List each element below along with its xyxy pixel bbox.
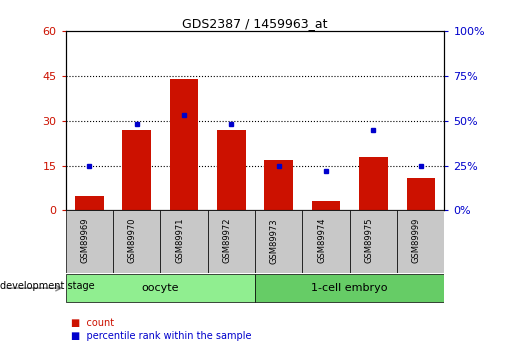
Text: GSM89972: GSM89972: [222, 218, 231, 263]
Bar: [66, 274, 255, 302]
Bar: [255, 274, 444, 302]
Bar: [312, 201, 340, 210]
Text: ■  count: ■ count: [71, 318, 114, 327]
Bar: [349, 210, 397, 273]
Text: GSM89975: GSM89975: [365, 218, 373, 263]
Text: GSM89973: GSM89973: [270, 218, 279, 264]
Text: GSM89970: GSM89970: [128, 218, 137, 263]
Text: oocyte: oocyte: [141, 283, 179, 293]
Bar: [66, 210, 113, 273]
Bar: [170, 79, 198, 210]
Bar: [208, 210, 255, 273]
Text: GSM89974: GSM89974: [317, 218, 326, 263]
Bar: [302, 210, 349, 273]
Bar: [397, 210, 444, 273]
Title: GDS2387 / 1459963_at: GDS2387 / 1459963_at: [182, 17, 328, 30]
Text: 1-cell embryo: 1-cell embryo: [312, 283, 388, 293]
Bar: [359, 157, 388, 210]
Bar: [265, 160, 293, 210]
Text: ■  percentile rank within the sample: ■ percentile rank within the sample: [71, 332, 251, 341]
Bar: [407, 178, 435, 210]
Bar: [75, 196, 104, 210]
Bar: [217, 130, 245, 210]
Bar: [255, 210, 302, 273]
Text: GSM89999: GSM89999: [412, 218, 421, 263]
Bar: [123, 130, 151, 210]
Text: GSM89969: GSM89969: [80, 218, 89, 263]
Bar: [113, 210, 161, 273]
Bar: [161, 210, 208, 273]
Text: GSM89971: GSM89971: [175, 218, 184, 263]
Text: development stage: development stage: [0, 282, 94, 291]
